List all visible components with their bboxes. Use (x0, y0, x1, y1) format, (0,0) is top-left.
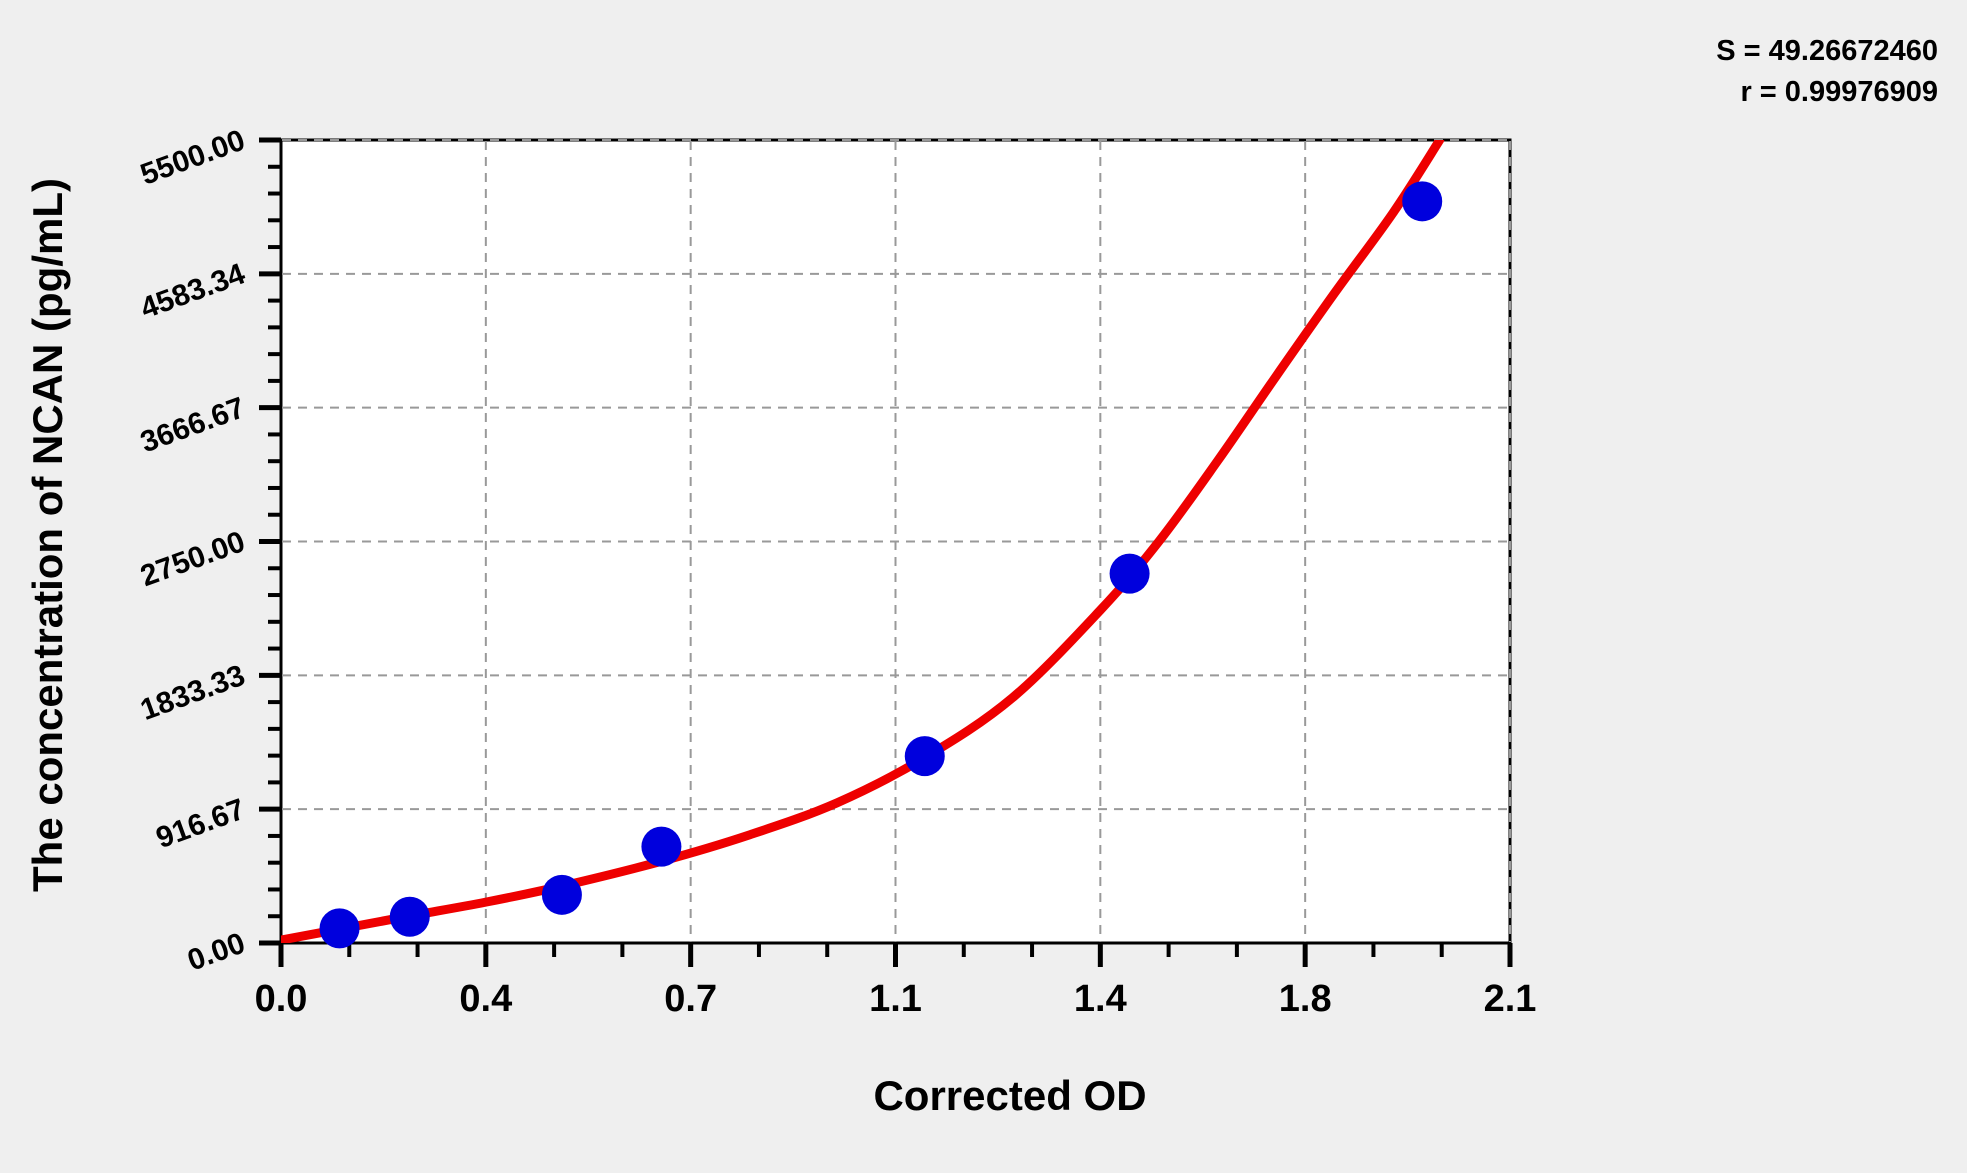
data-point-marker (319, 908, 360, 949)
x-axis-tick-label: 1.8 (1279, 978, 1332, 1020)
data-point-marker (389, 896, 430, 937)
y-axis-title: The concentration of NCAN (pg/mL) (24, 178, 71, 892)
x-axis-tick-label: 1.1 (869, 978, 922, 1020)
x-axis-tick-label: 1.4 (1074, 978, 1127, 1020)
s-value-annotation: S = 49.26672460 (1716, 35, 1938, 67)
fitted-curve (281, 140, 1445, 943)
data-point-marker (904, 736, 945, 777)
x-axis-tick-label: 0.4 (459, 978, 512, 1020)
grid-lines (282, 139, 1511, 942)
x-axis-tick-label: 0.0 (255, 978, 308, 1020)
data-point-marker (1402, 181, 1443, 222)
data-point-marker (641, 826, 682, 867)
y-axis-tick-labels: 0.00916.671833.332750.003666.674583.3455… (136, 124, 249, 978)
x-axis-tick-labels: 0.0 0.4 0.7 1.1 1.4 1.8 2.1 (255, 978, 1537, 1020)
x-axis-tick-label: 2.1 (1484, 978, 1537, 1020)
data-points-layer (319, 181, 1443, 949)
axis-ticks (259, 137, 1513, 967)
x-axis-tick-label: 0.7 (664, 978, 717, 1020)
r-value-annotation: r = 0.99976909 (1740, 76, 1938, 108)
fitted-curve-layer (281, 140, 1445, 943)
x-axis-title: Corrected OD (873, 1072, 1146, 1119)
data-point-marker (1109, 553, 1150, 594)
data-point-marker (541, 874, 582, 915)
